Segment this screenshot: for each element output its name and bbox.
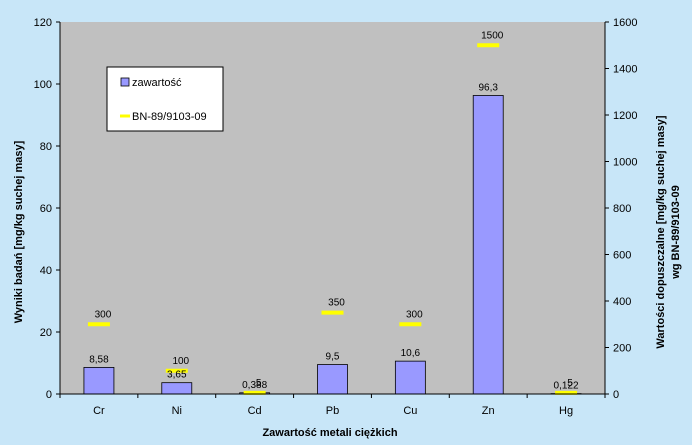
y-tick-label: 20 [40,327,52,339]
bar-label-cr: 8,58 [89,354,109,365]
bar-ni [161,382,193,395]
y2-tick-label: 0 [613,389,619,401]
limit-label-zn: 1500 [481,30,504,41]
y2-tick-label: 1600 [613,17,637,29]
bar-label-cd: 0,388 [242,380,267,391]
y-tick-label: 80 [40,141,52,153]
x-axis-title: Zawartość metali ciężkich [262,427,397,439]
legend-bar-swatch [120,77,130,87]
legend-dash-label: BN-89/9103-09 [132,111,207,123]
x-tick-label: Cu [403,405,417,417]
bar-zn [472,95,504,395]
bar-label-zn: 96,3 [478,82,498,93]
limit-label-cu: 300 [406,309,423,320]
y2-tick-label: 1200 [613,110,637,122]
bar-label-cu: 10,6 [401,348,421,359]
legend: zawartość BN-89/9103-09 [106,66,224,132]
data-labels: 300 100 5 350 300 1500 5 8,58 3,65 0,388 9,5 10,6 96… [89,30,579,391]
y-tick-label: 120 [34,17,52,29]
y2-axis-title-line1: Wartości dopuszczalne [mg/kg suchej masy… [655,115,667,348]
bar-label-pb: 9,5 [326,352,340,363]
y2-tick-label: 800 [613,203,631,215]
y-axis-title: Wyniki badań [mg/kg suchej masy] [13,140,25,323]
x-tick-label: Zn [482,405,495,417]
x-tick-label: Cd [248,405,262,417]
y2-tick-label: 400 [613,296,631,308]
x-tick-label: Hg [559,405,573,417]
y2-axis-title-line2: wg BN-89/9103-09 [670,185,682,280]
limit-label-ni: 100 [172,356,189,367]
bar-pb [317,364,348,395]
y2-tick-label: 600 [613,250,631,262]
x-tick-label: Ni [172,405,182,417]
limit-label-pb: 350 [328,298,345,309]
limit-label-hg: 5 [567,378,573,389]
y-tick-label: 40 [40,265,52,277]
y2-tick-label: 1400 [613,64,637,76]
bar-cr [83,367,115,395]
y-tick-label: 100 [34,79,52,91]
y2-tick-label: 1000 [613,157,637,169]
bar-label-hg: 0,122 [554,381,579,392]
bar-series [83,95,582,395]
limit-series [87,43,578,395]
legend-bar-label: zawartość [132,77,182,89]
y-tick-label: 60 [40,203,52,215]
bar-cu [394,360,426,395]
limit-label-cd: 5 [256,378,262,389]
y-tick-label: 0 [46,389,52,401]
bar-label-ni: 3,65 [167,370,187,381]
y2-tick-label: 200 [613,343,631,355]
x-tick-label: Pb [326,405,339,417]
tick-labels: 0204060801001200200400600800100012001400… [34,17,638,417]
axes [56,21,609,398]
x-tick-label: Cr [93,405,105,417]
limit-label-cr: 300 [95,309,112,320]
